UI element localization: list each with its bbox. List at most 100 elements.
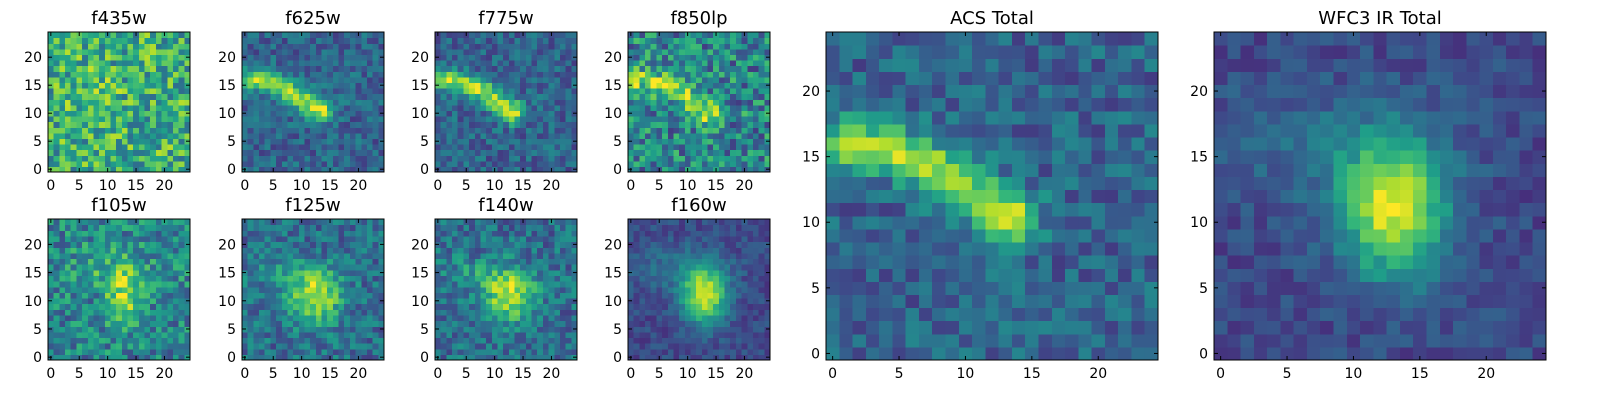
heatmap-cell (344, 337, 351, 344)
heatmap-cell (304, 303, 311, 310)
heatmap-cell (628, 320, 635, 327)
heatmap-cell (525, 37, 533, 44)
heatmap-cell (298, 138, 306, 145)
heatmap-cell (144, 275, 151, 282)
heatmap-cell (474, 104, 482, 111)
panel-title: f105w (91, 195, 146, 216)
heatmap-cell (497, 71, 504, 78)
heatmap-cell (537, 99, 544, 106)
heatmap-cell (259, 132, 266, 139)
heatmap-cell (76, 155, 83, 162)
heatmap-cell (167, 132, 174, 139)
heatmap-cell (548, 54, 555, 61)
heatmap-cell (525, 160, 533, 167)
heatmap-cell (639, 54, 646, 61)
heatmap-cell (253, 121, 260, 128)
heatmap-cell (508, 230, 516, 237)
heatmap-cell (508, 281, 516, 288)
heatmap-cell (76, 121, 83, 128)
heatmap-cell (713, 286, 720, 293)
heatmap-cell (133, 132, 140, 139)
heatmap-cell (281, 320, 289, 327)
heatmap-cell (497, 337, 504, 344)
heatmap-cell (435, 37, 442, 44)
heatmap-cell (53, 297, 60, 305)
heatmap-cell (457, 235, 464, 243)
heatmap-cell (287, 110, 294, 117)
heatmap-cell (747, 48, 754, 55)
heatmap-cell (178, 297, 185, 305)
heatmap-cell (463, 127, 470, 134)
heatmap-cell (321, 354, 328, 361)
heatmap-cell (242, 275, 249, 282)
heatmap-cell (565, 54, 572, 61)
heatmap-cell (667, 32, 675, 39)
heatmap-cell (349, 71, 357, 78)
heatmap-cell (735, 348, 743, 355)
heatmap-cell (650, 104, 657, 111)
heatmap-cell (366, 43, 374, 50)
heatmap-cell (287, 264, 294, 271)
heatmap-cell (344, 37, 351, 44)
heatmap-cell (650, 331, 657, 339)
heatmap-cell (508, 160, 516, 167)
heatmap-cell (480, 76, 487, 83)
heatmap-cell (344, 219, 351, 226)
heatmap-cell (155, 331, 163, 339)
heatmap-cell (361, 348, 368, 355)
heatmap-cell (298, 331, 306, 339)
heatmap-cell (59, 258, 66, 265)
heatmap-cell (355, 292, 362, 299)
heatmap-cell (321, 37, 328, 44)
heatmap-cell (344, 116, 351, 123)
heatmap-cell (764, 132, 771, 139)
heatmap-cell (276, 110, 283, 117)
heatmap-cell (93, 116, 100, 123)
heatmap-cell (355, 281, 362, 288)
heatmap-cell (259, 138, 266, 145)
heatmap-cell (344, 160, 351, 167)
heatmap-cell (707, 155, 714, 162)
heatmap-cell (138, 132, 146, 139)
heatmap-cell (628, 76, 635, 83)
heatmap-cell (87, 99, 95, 106)
heatmap-cell (764, 104, 771, 111)
heatmap-cell (764, 121, 771, 128)
heatmap-cell (452, 121, 459, 128)
heatmap-cell (161, 331, 168, 339)
heatmap-cell (446, 224, 453, 231)
heatmap-cell (542, 292, 550, 299)
heatmap-cell (514, 247, 521, 254)
heatmap-cell (713, 297, 720, 305)
heatmap-cell (116, 82, 123, 89)
heatmap-cell (679, 166, 686, 173)
heatmap-cell (684, 82, 692, 89)
heatmap-cell (133, 337, 140, 344)
heatmap-cell (667, 71, 675, 78)
heatmap-cell (298, 60, 306, 67)
heatmap-cell (242, 230, 249, 237)
heatmap-cell (446, 219, 453, 226)
heatmap-cell (696, 104, 703, 111)
y-tick-label: 0 (613, 162, 622, 178)
heatmap-cell (327, 82, 334, 89)
heatmap-cell (514, 32, 521, 39)
heatmap-cell (741, 144, 748, 151)
heatmap-cell (178, 60, 185, 67)
heatmap-cell (293, 331, 300, 339)
heatmap-cell (758, 76, 765, 83)
heatmap-cell (684, 149, 692, 156)
heatmap-cell (525, 348, 533, 355)
y-tick-label: 0 (33, 162, 42, 178)
heatmap-cell (281, 286, 289, 293)
heatmap-cell (155, 166, 163, 173)
heatmap-cell (684, 160, 692, 167)
heatmap-cell (435, 247, 442, 254)
heatmap-cell (172, 60, 180, 67)
heatmap-cell (662, 326, 669, 333)
heatmap-cell (542, 235, 550, 243)
heatmap-cell (361, 144, 368, 151)
heatmap-cell (344, 88, 351, 95)
heatmap-cell (457, 116, 464, 123)
heatmap-cell (253, 76, 260, 83)
